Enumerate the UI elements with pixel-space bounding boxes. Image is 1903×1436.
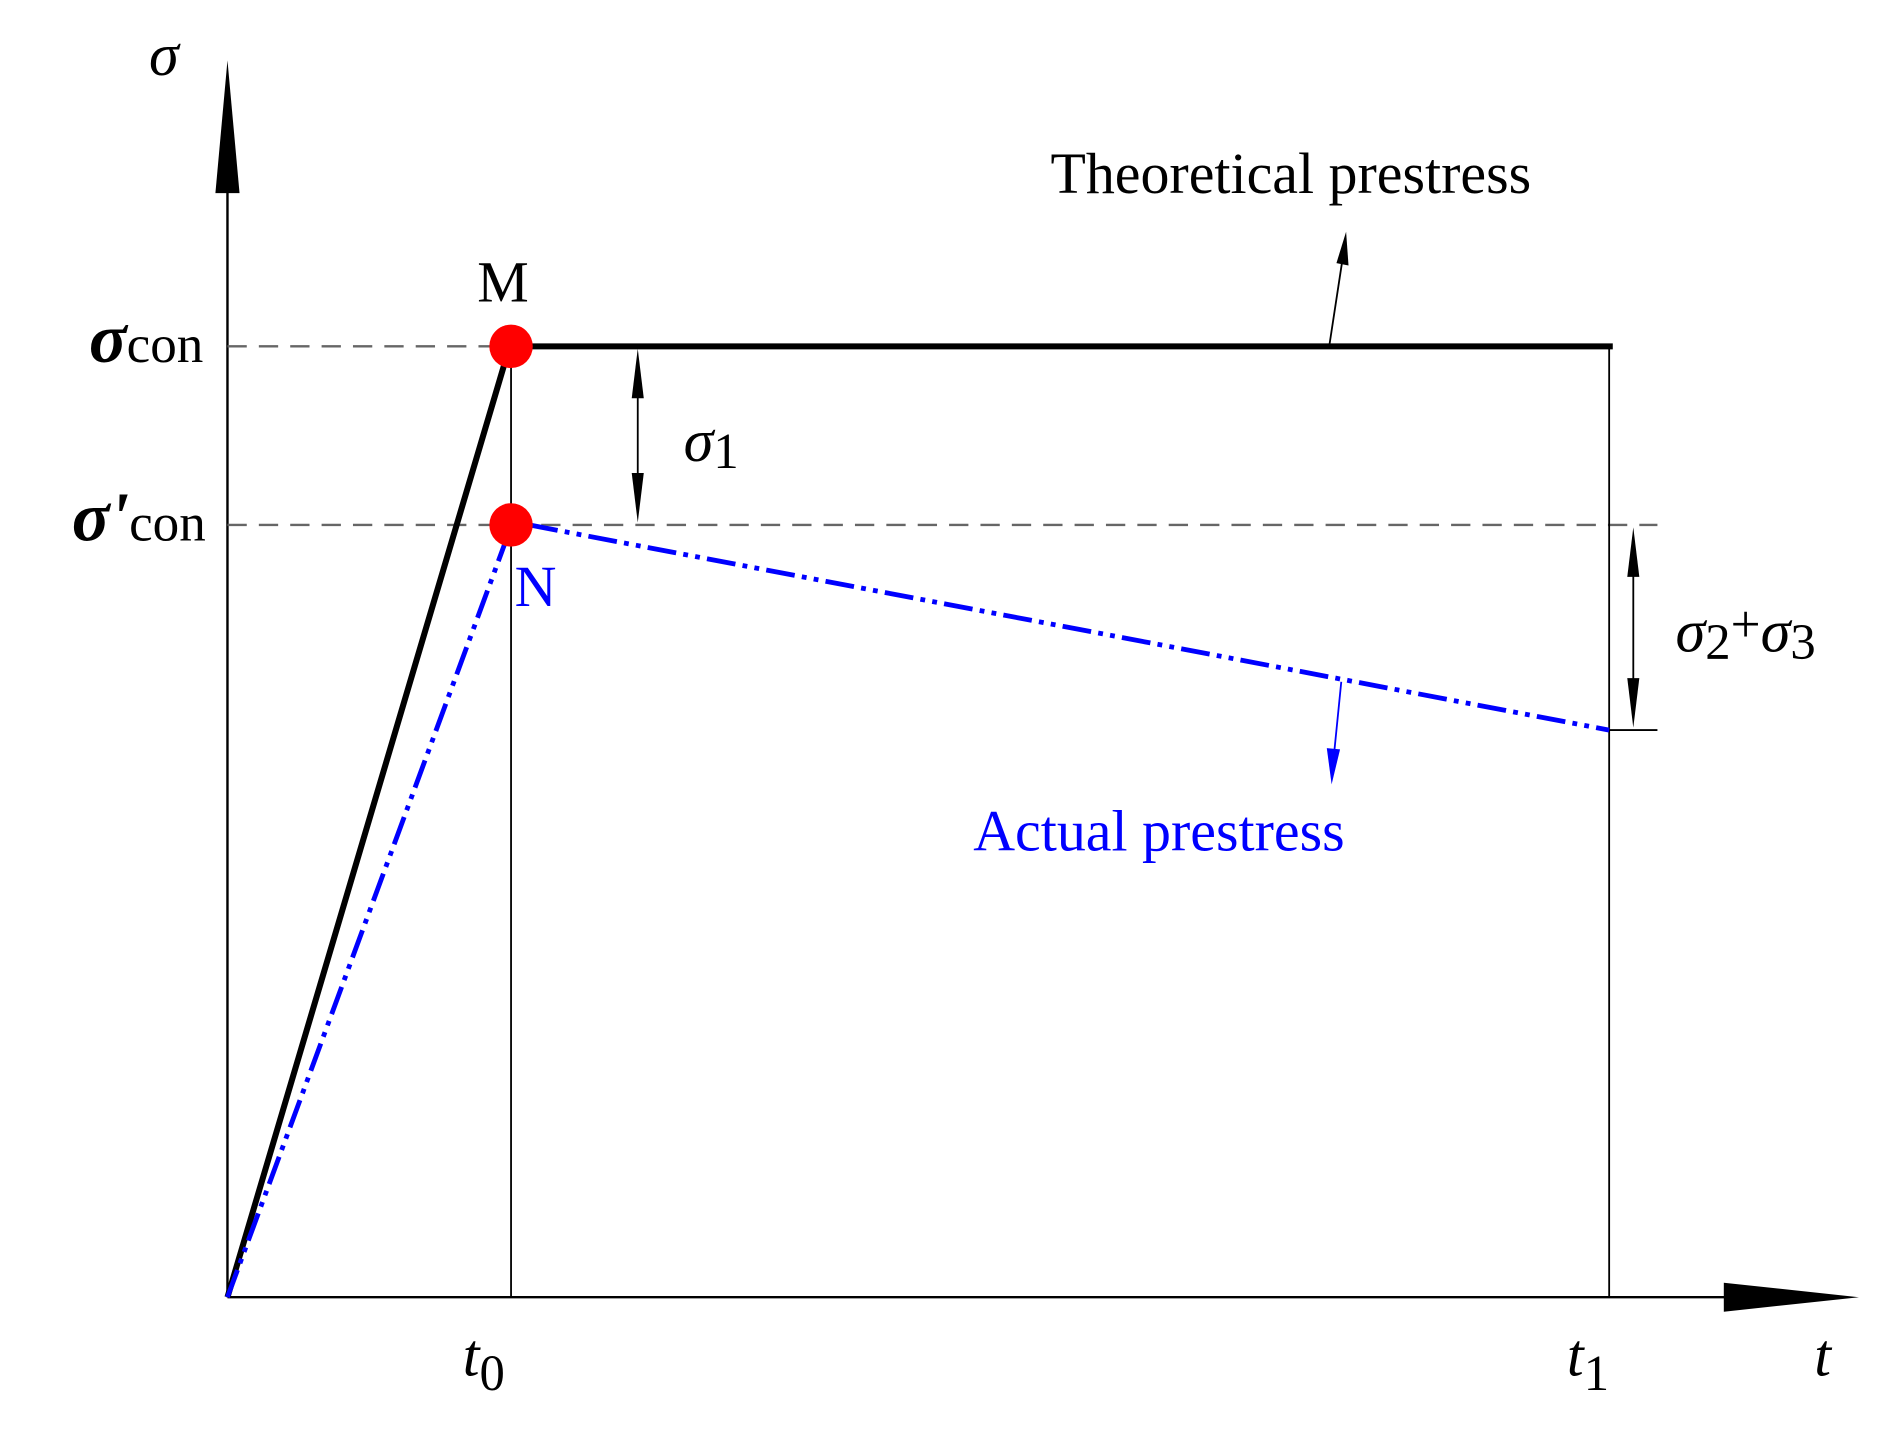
arrow-head — [1326, 748, 1341, 785]
point-m — [489, 324, 533, 369]
x-axis-label: t — [1814, 1323, 1832, 1390]
y-axis-arrow — [215, 60, 240, 194]
leader — [1333, 681, 1343, 755]
arrow-head — [1627, 678, 1640, 728]
x-mark: t1 — [1567, 1323, 1609, 1401]
annotation: Theoretical prestress — [1050, 141, 1531, 206]
symbol: σ — [684, 408, 716, 475]
symbol: t — [1567, 1323, 1585, 1390]
arrow-head — [1627, 527, 1640, 577]
arrow-head — [631, 473, 644, 523]
arrow-head — [1336, 231, 1349, 266]
subscript: 3 — [1790, 614, 1815, 670]
theoretical-rise — [224, 361, 508, 1299]
point-n — [489, 503, 533, 547]
point-label: M — [477, 250, 529, 315]
level-label: σ'con — [72, 480, 206, 557]
plus: + — [1731, 596, 1761, 654]
subscript: 2 — [1705, 614, 1730, 670]
subscript: 0 — [480, 1345, 505, 1401]
loss-label: σ2+σ3 — [1676, 596, 1816, 670]
symbol: σ — [1676, 599, 1708, 666]
x-axis-arrow — [1723, 1282, 1859, 1312]
subscript: con — [129, 495, 206, 553]
annotation: Actual prestress — [973, 799, 1344, 864]
background — [10, 0, 1893, 1436]
subscript: 1 — [713, 423, 738, 479]
subscript: con — [127, 316, 204, 374]
leader — [1328, 259, 1344, 347]
y-axis-label: σ — [149, 22, 181, 89]
symbol: t — [463, 1323, 481, 1390]
point-label: N — [515, 554, 557, 619]
symbol: σ — [1761, 599, 1793, 666]
level-label: σcon — [89, 301, 203, 378]
loss-label: σ1 — [684, 408, 739, 479]
subscript: 1 — [1584, 1345, 1609, 1401]
actual-line — [528, 522, 1610, 733]
symbol: σ — [89, 301, 129, 378]
actual-rise — [225, 542, 508, 1299]
x-mark: t0 — [463, 1323, 505, 1401]
symbol: σ' — [72, 480, 129, 557]
arrow-head — [631, 348, 644, 399]
